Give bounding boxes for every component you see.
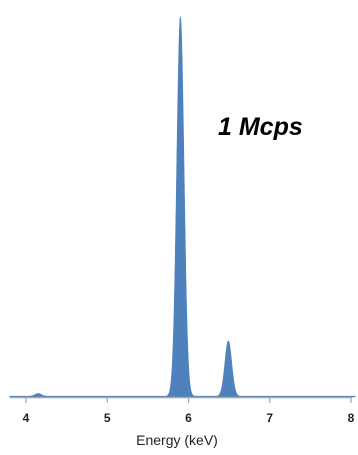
x-tick-label-4: 4 (23, 411, 30, 425)
x-tick-label-5: 5 (104, 411, 111, 425)
x-axis-ticks (25, 397, 352, 403)
x-axis-label: Energy (keV) (136, 432, 218, 448)
x-tick-label-7: 7 (266, 411, 273, 425)
spectrum-area-series (9, 16, 356, 398)
count-rate-annotation: 1 Mcps (218, 113, 303, 141)
x-tick-label-8: 8 (348, 411, 355, 425)
x-axis-tick-labels: 4 5 6 7 8 (23, 411, 355, 425)
x-tick-label-6: 6 (185, 411, 192, 425)
